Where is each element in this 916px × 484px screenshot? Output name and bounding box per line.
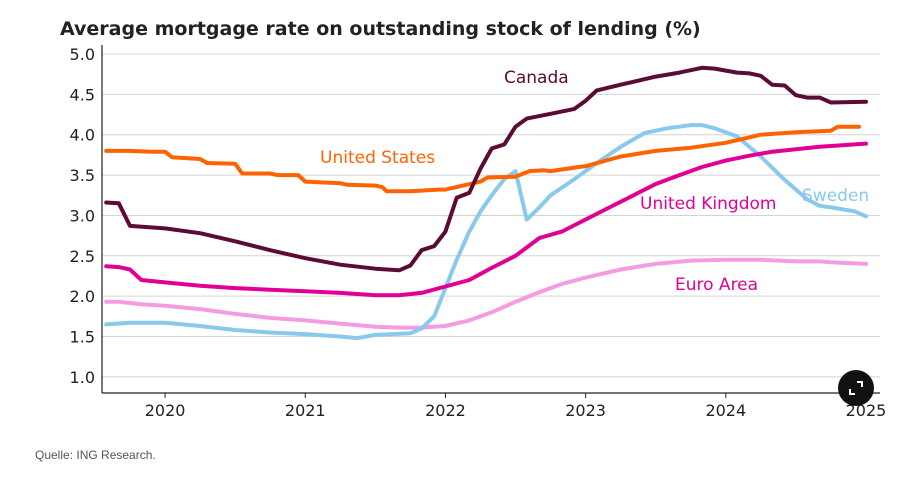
y-tick-label-2.5: 2.5 [70,247,95,266]
x-tick-label-2020: 2020 [145,401,186,420]
expand-icon [849,381,863,395]
label-sweden: Sweden [802,186,869,206]
x-tick-label-2023: 2023 [565,401,606,420]
series-labels: Canada United States Sweden United Kingd… [320,68,869,295]
y-tick-label-1.0: 1.0 [70,368,95,387]
series-line-sweden [104,123,868,341]
chart: Average mortgage rate on outstanding sto… [60,18,886,420]
label-euro-area: Euro Area [675,275,758,295]
series-line-canada [104,65,868,273]
y-tick-label-3.5: 3.5 [70,166,95,185]
y-tick-label-4.0: 4.0 [70,126,95,145]
label-canada: Canada [504,68,569,88]
y-tick-label-3.0: 3.0 [70,206,95,225]
source-note: Quelle: ING Research. [35,448,156,462]
y-axis: 1.0 1.5 2.0 2.5 3.0 3.5 4.0 4.5 5.0 [70,45,103,393]
series-lines [104,65,868,341]
y-tick-label-2.0: 2.0 [70,287,95,306]
label-united-kingdom: United Kingdom [640,194,776,214]
x-tick-label-2024: 2024 [705,401,746,420]
series-line-united-kingdom [104,141,868,298]
expand-button[interactable] [838,370,874,406]
x-axis: 2020 2021 2022 2023 2024 2025 [102,392,886,420]
y-tick-label-4.5: 4.5 [70,85,95,104]
chart-title: Average mortgage rate on outstanding sto… [60,18,701,40]
series-line-united-states [104,124,861,194]
x-tick-label-2022: 2022 [425,401,466,420]
x-tick-label-2021: 2021 [285,401,326,420]
y-tick-label-1.5: 1.5 [70,328,95,347]
series-line-euro-area [104,257,868,330]
y-tick-label-5.0: 5.0 [70,45,95,64]
label-united-states: United States [320,148,435,168]
gridlines [102,53,880,378]
